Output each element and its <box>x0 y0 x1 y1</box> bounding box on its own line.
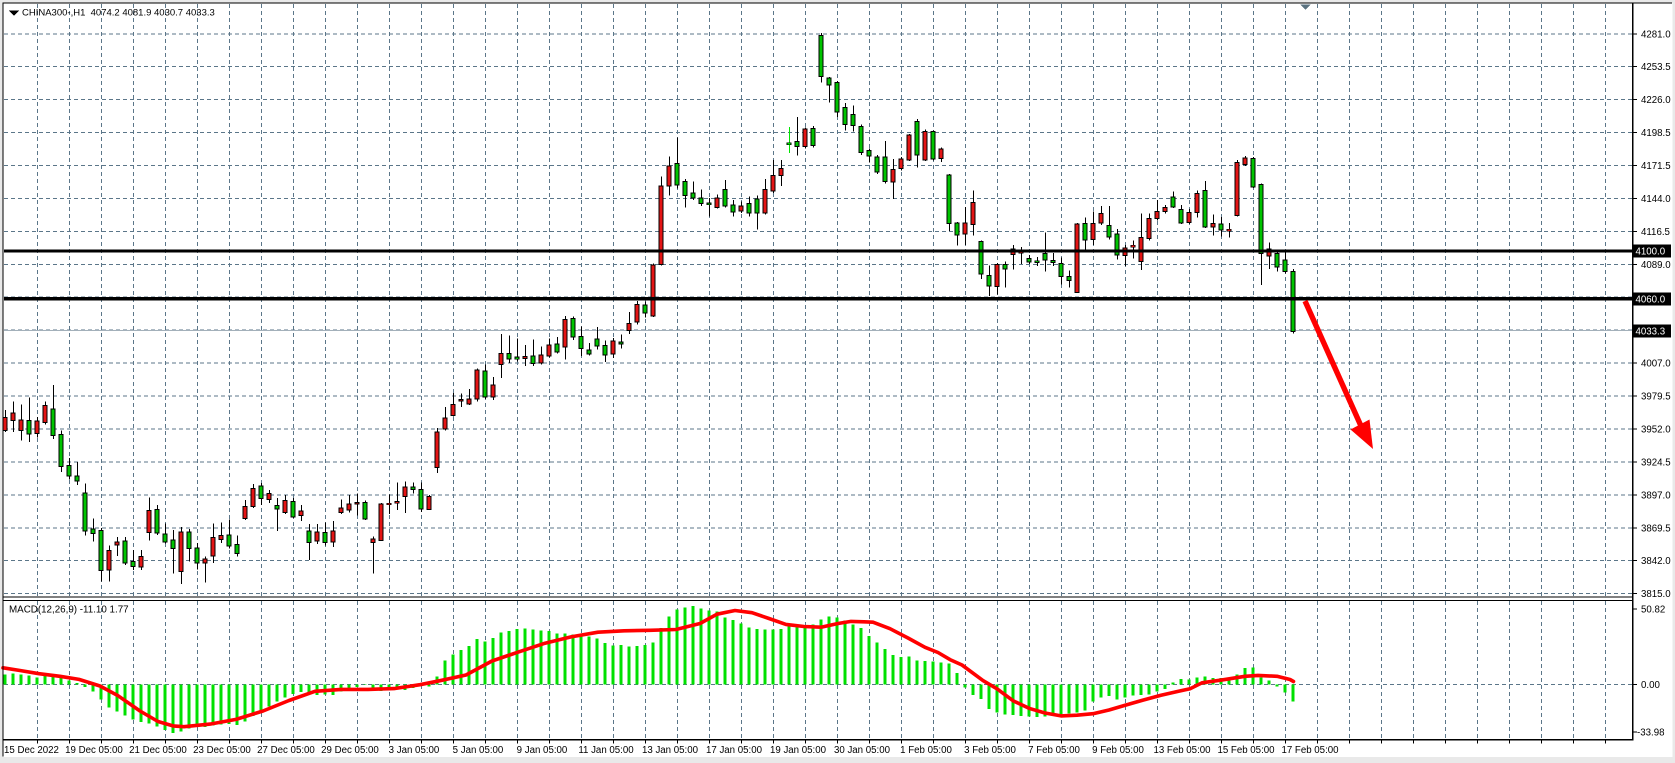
svg-text:4116.5: 4116.5 <box>1641 227 1670 238</box>
svg-text:3897.0: 3897.0 <box>1641 490 1671 501</box>
svg-text:3952.0: 3952.0 <box>1641 425 1671 436</box>
svg-text:17 Feb 05:00: 17 Feb 05:00 <box>1281 745 1339 756</box>
svg-text:3815.0: 3815.0 <box>1641 589 1671 600</box>
svg-text:3979.5: 3979.5 <box>1641 392 1671 403</box>
svg-text:3842.0: 3842.0 <box>1641 556 1671 567</box>
svg-text:11 Jan 05:00: 11 Jan 05:00 <box>578 745 634 756</box>
svg-text:7 Feb 05:00: 7 Feb 05:00 <box>1028 745 1080 756</box>
svg-text:4226.0: 4226.0 <box>1641 95 1671 106</box>
svg-text:21 Dec 05:00: 21 Dec 05:00 <box>129 745 187 756</box>
svg-text:19 Dec 05:00: 19 Dec 05:00 <box>65 745 123 756</box>
svg-text:MACD(12,26,9) -11.10 1.77: MACD(12,26,9) -11.10 1.77 <box>9 605 129 616</box>
svg-text:19 Jan 05:00: 19 Jan 05:00 <box>770 745 827 756</box>
svg-text:27 Dec 05:00: 27 Dec 05:00 <box>257 745 315 756</box>
svg-text:4089.0: 4089.0 <box>1641 260 1671 271</box>
svg-text:4281.0: 4281.0 <box>1641 29 1671 40</box>
svg-text:4144.0: 4144.0 <box>1641 194 1671 205</box>
svg-text:15 Dec 2022: 15 Dec 2022 <box>4 745 59 756</box>
svg-text:13 Jan 05:00: 13 Jan 05:00 <box>642 745 699 756</box>
svg-text:17 Jan 05:00: 17 Jan 05:00 <box>706 745 763 756</box>
svg-text:23 Dec 05:00: 23 Dec 05:00 <box>193 745 251 756</box>
svg-text:4198.5: 4198.5 <box>1641 128 1671 139</box>
svg-text:13 Feb 05:00: 13 Feb 05:00 <box>1153 745 1211 756</box>
svg-text:4033.3: 4033.3 <box>1636 327 1666 338</box>
svg-text:4253.5: 4253.5 <box>1641 62 1671 73</box>
svg-text:15 Feb 05:00: 15 Feb 05:00 <box>1217 745 1275 756</box>
svg-text:50.82: 50.82 <box>1641 605 1665 616</box>
svg-text:3 Jan 05:00: 3 Jan 05:00 <box>389 745 440 756</box>
svg-text:5 Jan 05:00: 5 Jan 05:00 <box>453 745 504 756</box>
svg-text:-33.98: -33.98 <box>1637 728 1664 739</box>
svg-text:4100.0: 4100.0 <box>1636 247 1666 258</box>
svg-text:3924.5: 3924.5 <box>1641 457 1671 468</box>
svg-text:30 Jan 05:00: 30 Jan 05:00 <box>834 745 891 756</box>
svg-text:4171.5: 4171.5 <box>1641 161 1671 172</box>
svg-text:0.00: 0.00 <box>1641 680 1660 691</box>
svg-text:3 Feb 05:00: 3 Feb 05:00 <box>964 745 1016 756</box>
svg-text:3869.5: 3869.5 <box>1641 523 1671 534</box>
svg-text:4007.0: 4007.0 <box>1641 359 1671 370</box>
svg-text:4060.0: 4060.0 <box>1636 295 1666 306</box>
svg-text:CHINA300-,H1 4074.2 4081.9 40: CHINA300-,H1 4074.2 4081.9 4030.7 4033.3 <box>22 8 215 19</box>
svg-text:29 Dec 05:00: 29 Dec 05:00 <box>321 745 379 756</box>
svg-text:9 Feb 05:00: 9 Feb 05:00 <box>1092 745 1144 756</box>
svg-text:1 Feb 05:00: 1 Feb 05:00 <box>900 745 952 756</box>
svg-text:9 Jan 05:00: 9 Jan 05:00 <box>517 745 568 756</box>
